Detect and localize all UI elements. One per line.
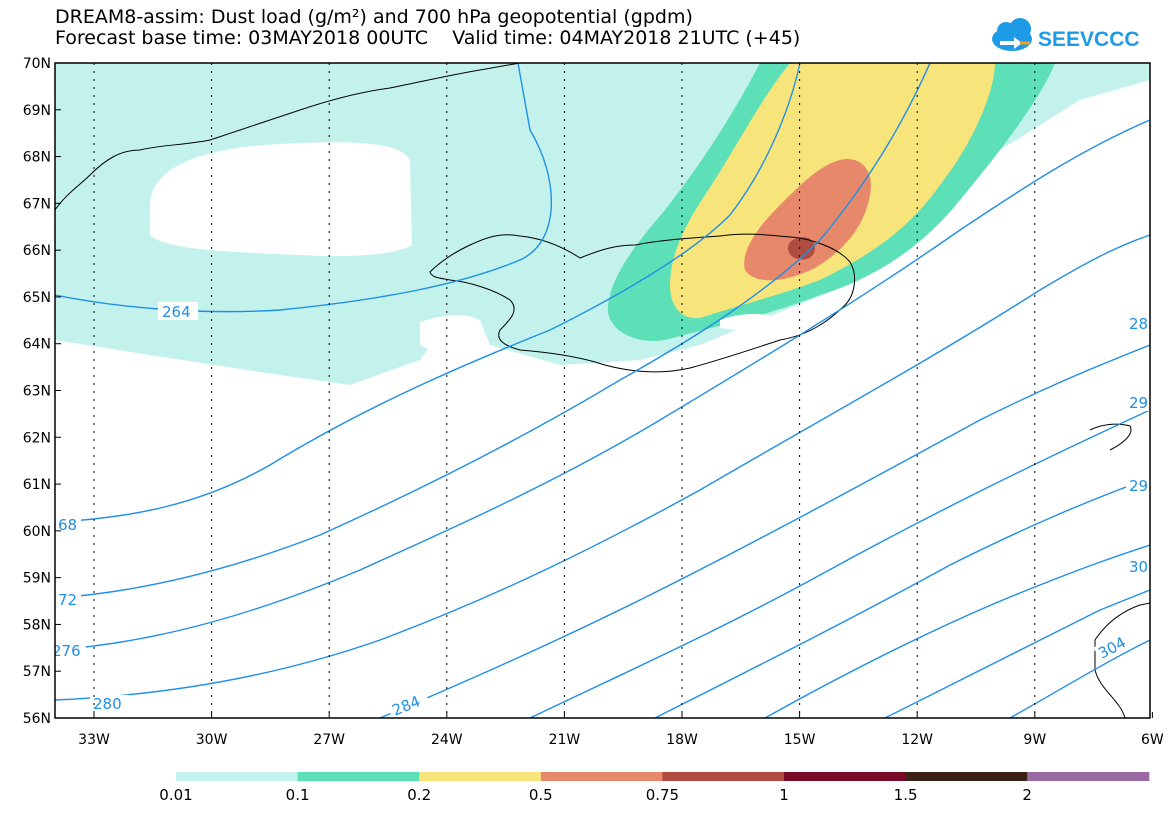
latitude-tick-label: 63N — [23, 384, 51, 400]
contour-label: 68 — [58, 516, 77, 534]
contour-label: 280 — [93, 695, 122, 713]
latitude-tick-label: 68N — [23, 150, 51, 166]
coastline-greenland — [55, 63, 521, 211]
latitude-tick-label: 66N — [23, 243, 51, 259]
seevccc-logo: SEEVCCC — [992, 18, 1140, 51]
latitude-tick-label: 67N — [23, 196, 51, 212]
contour-label: 276 — [52, 642, 81, 660]
colorbar-swatch — [1027, 772, 1150, 781]
latitude-tick-label: 64N — [23, 337, 51, 353]
contour-296 — [764, 544, 1150, 718]
latitude-tick-label: 65N — [23, 290, 51, 306]
contour-280 — [55, 234, 1150, 701]
graticule — [93, 63, 1036, 718]
colorbar-tick-label: 0.2 — [407, 786, 431, 804]
colorbar-tick-label: 0.5 — [529, 786, 553, 804]
contour-276 — [55, 119, 1150, 651]
dust-field-clear-southeast — [720, 314, 780, 331]
colorbar-tick-label: 0.01 — [159, 786, 192, 804]
cloud-icon — [992, 18, 1032, 51]
contour-label: 29 — [1129, 394, 1148, 412]
logo-text: SEEVCCC — [1038, 28, 1140, 51]
colorbar-labels: 0.01 0.1 0.2 0.5 0.75 1 1.5 2 — [159, 786, 1032, 804]
latitude-tick-label: 61N — [23, 477, 51, 493]
axis-ticks — [55, 62, 1153, 719]
longitude-tick-label: 30W — [196, 732, 228, 748]
dust-field-clear-west — [150, 142, 412, 257]
colorbar-swatches — [176, 772, 1150, 781]
contour-label: 29 — [1129, 477, 1148, 495]
contour-288 — [529, 409, 1150, 718]
longitude-tick-label: 33W — [78, 732, 110, 748]
colorbar-swatch — [176, 772, 299, 781]
latitude-tick-label: 60N — [23, 524, 51, 540]
contour-268 — [55, 63, 801, 523]
longitude-tick-label: 6W — [1141, 732, 1164, 748]
contour-304 — [1009, 639, 1150, 718]
colorbar-tick-label: 1.5 — [894, 786, 918, 804]
longitude-tick-label: 18W — [666, 732, 698, 748]
colorbar-swatch — [662, 772, 785, 781]
contour-label: 72 — [58, 591, 77, 609]
geopotential-contours — [55, 63, 1150, 718]
contour-264 — [55, 63, 553, 313]
colorbar-swatch — [540, 772, 663, 781]
map-subtitle: Forecast base time: 03MAY2018 00UTC Vali… — [55, 27, 801, 49]
latitude-tick-label: 57N — [23, 664, 51, 680]
contour-label: 28 — [1129, 315, 1148, 333]
latitude-tick-label: 70N — [23, 56, 51, 72]
dust-field-clear-south — [420, 315, 490, 360]
colorbar-tick-label: 1 — [779, 786, 789, 804]
latitude-tick-label: 62N — [23, 430, 51, 446]
contour-292 — [654, 477, 1150, 718]
latitude-tick-label: 56N — [23, 711, 51, 727]
colorbar-tick-label: 2 — [1022, 786, 1032, 804]
longitude-tick-label: 24W — [431, 732, 463, 748]
latitude-tick-label: 58N — [23, 617, 51, 633]
dust-field-0.5 — [744, 159, 871, 281]
dust-field-0.75 — [787, 237, 815, 260]
colorbar-tick-label: 0.75 — [646, 786, 679, 804]
map-title: DREAM8-assim: Dust load (g/m²) and 700 h… — [55, 6, 693, 28]
longitude-tick-label: 21W — [549, 732, 581, 748]
contour-300 — [884, 589, 1150, 718]
colorbar-swatch — [905, 772, 1028, 781]
latitude-labels: 70N 69N 68N 67N 66N 65N 64N 63N 62N 61N 60N 59N 58N 5… — [23, 56, 51, 727]
colorbar-tick-label: 0.1 — [286, 786, 310, 804]
longitude-tick-label: 12W — [901, 732, 933, 748]
contour-label: 264 — [162, 303, 191, 321]
latitude-tick-label: 69N — [23, 103, 51, 119]
colorbar-swatch — [784, 772, 907, 781]
colorbar-swatch — [297, 772, 420, 781]
contour-284 — [379, 344, 1150, 718]
coastline-scotland-north — [1089, 423, 1132, 451]
longitude-tick-label: 15W — [784, 732, 816, 748]
longitude-tick-label: 27W — [313, 732, 345, 748]
longitude-tick-label: 9W — [1023, 732, 1046, 748]
coastline-scotland-west — [1094, 602, 1150, 718]
contour-272 — [55, 63, 931, 599]
latitude-tick-label: 59N — [23, 571, 51, 587]
colorbar-swatch — [419, 772, 542, 781]
longitude-labels: 33W 30W 27W 24W 21W 18W 15W 12W 9W 6W — [78, 732, 1164, 748]
map-plot-area: 264 68 72 276 280 284 28 29 29 — [52, 63, 1150, 718]
contour-label: 30 — [1129, 558, 1148, 576]
